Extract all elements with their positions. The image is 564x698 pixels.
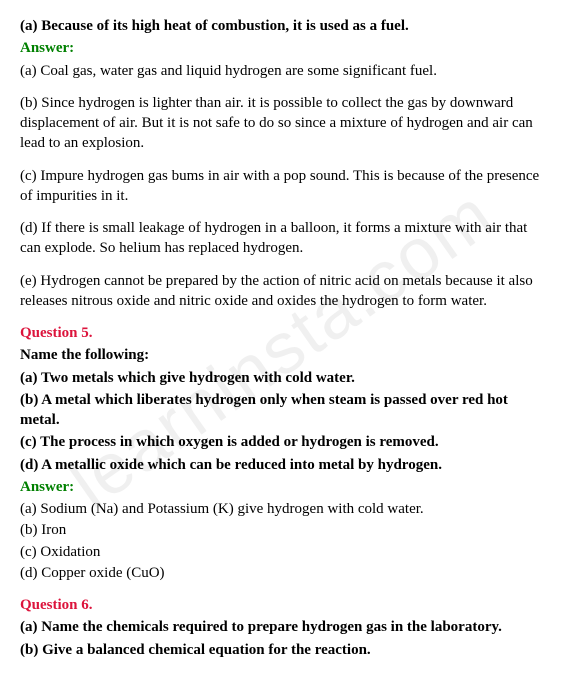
intro-line-a: (a) Because of its high heat of combusti… <box>20 16 544 36</box>
question-5-a: (a) Two metals which give hydrogen with … <box>20 368 544 388</box>
answer-5-a: (a) Sodium (Na) and Potassium (K) give h… <box>20 499 544 519</box>
answer-e: (e) Hydrogen cannot be prepared by the a… <box>20 271 544 312</box>
answer-b: (b) Since hydrogen is lighter than air. … <box>20 93 544 154</box>
question-5-c: (c) The process in which oxygen is added… <box>20 432 544 452</box>
answer-a: (a) Coal gas, water gas and liquid hydro… <box>20 61 544 81</box>
document-content: (a) Because of its high heat of combusti… <box>20 16 544 660</box>
question-5-d: (d) A metallic oxide which can be reduce… <box>20 455 544 475</box>
answer-label: Answer: <box>20 38 544 58</box>
question-6-label: Question 6. <box>20 595 544 615</box>
answer-5-b: (b) Iron <box>20 520 544 540</box>
question-5-label: Question 5. <box>20 323 544 343</box>
answer-d: (d) If there is small leakage of hydroge… <box>20 218 544 259</box>
answer-5-c: (c) Oxidation <box>20 542 544 562</box>
answer-label-5: Answer: <box>20 477 544 497</box>
question-6-b: (b) Give a balanced chemical equation fo… <box>20 640 544 660</box>
answer-5-d: (d) Copper oxide (CuO) <box>20 563 544 583</box>
answer-c: (c) Impure hydrogen gas bums in air with… <box>20 166 544 207</box>
question-6-a: (a) Name the chemicals required to prepa… <box>20 617 544 637</box>
question-5-b: (b) A metal which liberates hydrogen onl… <box>20 390 544 431</box>
question-5-prompt: Name the following: <box>20 345 544 365</box>
